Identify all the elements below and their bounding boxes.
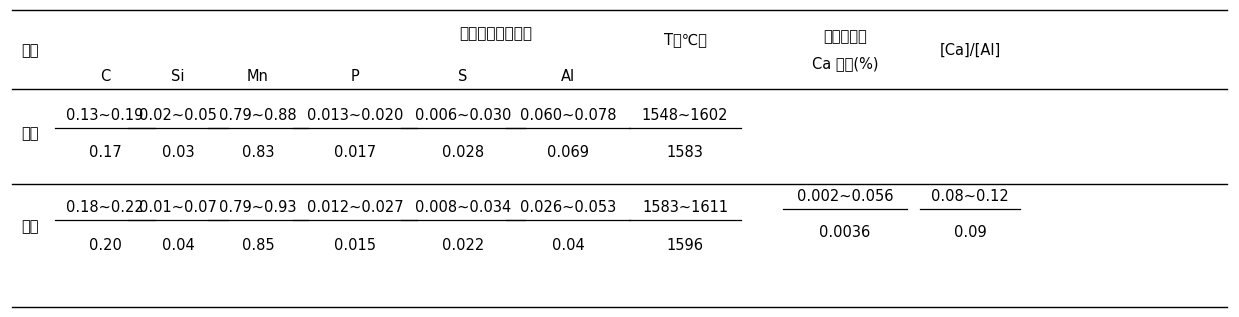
Text: [Ca]/[Al]: [Ca]/[Al] (939, 43, 1001, 58)
Text: 0.069: 0.069 (546, 145, 589, 160)
Text: 1596: 1596 (667, 238, 704, 253)
Text: 0.20: 0.20 (88, 238, 121, 253)
Text: 离位: 离位 (21, 219, 38, 234)
Text: 0.028: 0.028 (442, 145, 484, 160)
Text: 0.04: 0.04 (161, 238, 195, 253)
Text: 0.02~0.05: 0.02~0.05 (139, 108, 217, 123)
Text: Mn: Mn (247, 68, 269, 84)
Text: 0.79~0.93: 0.79~0.93 (219, 200, 297, 215)
Text: 1583~1611: 1583~1611 (642, 200, 729, 215)
Text: Al: Al (561, 68, 575, 84)
Text: C: C (100, 68, 110, 84)
Text: T（℃）: T（℃） (664, 32, 706, 47)
Text: 就位: 就位 (21, 126, 38, 141)
Text: 0.015: 0.015 (335, 238, 375, 253)
Text: 0.012~0.027: 0.012~0.027 (307, 200, 404, 215)
Text: 0.17: 0.17 (89, 145, 121, 160)
Text: Si: Si (171, 68, 185, 84)
Text: 0.002~0.056: 0.002~0.056 (797, 189, 893, 204)
Text: 0.017: 0.017 (335, 145, 377, 160)
Text: 0.18~0.22: 0.18~0.22 (66, 200, 144, 215)
Text: 0.060~0.078: 0.060~0.078 (519, 108, 616, 123)
Text: 0.13~0.19: 0.13~0.19 (67, 108, 144, 123)
Text: 1583: 1583 (667, 145, 704, 160)
Text: 0.04: 0.04 (551, 238, 585, 253)
Text: 0.85: 0.85 (242, 238, 274, 253)
Text: 0.79~0.88: 0.79~0.88 (219, 108, 297, 123)
Text: 精炼工位化学成分: 精炼工位化学成分 (460, 26, 532, 41)
Text: 0.008~0.034: 0.008~0.034 (415, 200, 512, 215)
Text: 0.03: 0.03 (161, 145, 195, 160)
Text: 0.83: 0.83 (242, 145, 274, 160)
Text: Ca 含量(%): Ca 含量(%) (812, 56, 878, 71)
Text: 喂丝后钢中: 喂丝后钢中 (823, 29, 867, 44)
Text: S: S (458, 68, 467, 84)
Text: P: P (351, 68, 359, 84)
Text: 0.022: 0.022 (442, 238, 484, 253)
Text: 0.08~0.12: 0.08~0.12 (932, 189, 1009, 204)
Text: 0.0036: 0.0036 (819, 225, 871, 241)
Text: 0.026~0.053: 0.026~0.053 (520, 200, 616, 215)
Text: 1548~1602: 1548~1602 (642, 108, 729, 123)
Text: 位置: 位置 (21, 43, 38, 58)
Text: 0.09: 0.09 (954, 225, 986, 241)
Text: 0.013~0.020: 0.013~0.020 (307, 108, 403, 123)
Text: 0.006~0.030: 0.006~0.030 (415, 108, 512, 123)
Text: 0.01~0.07: 0.01~0.07 (139, 200, 217, 215)
